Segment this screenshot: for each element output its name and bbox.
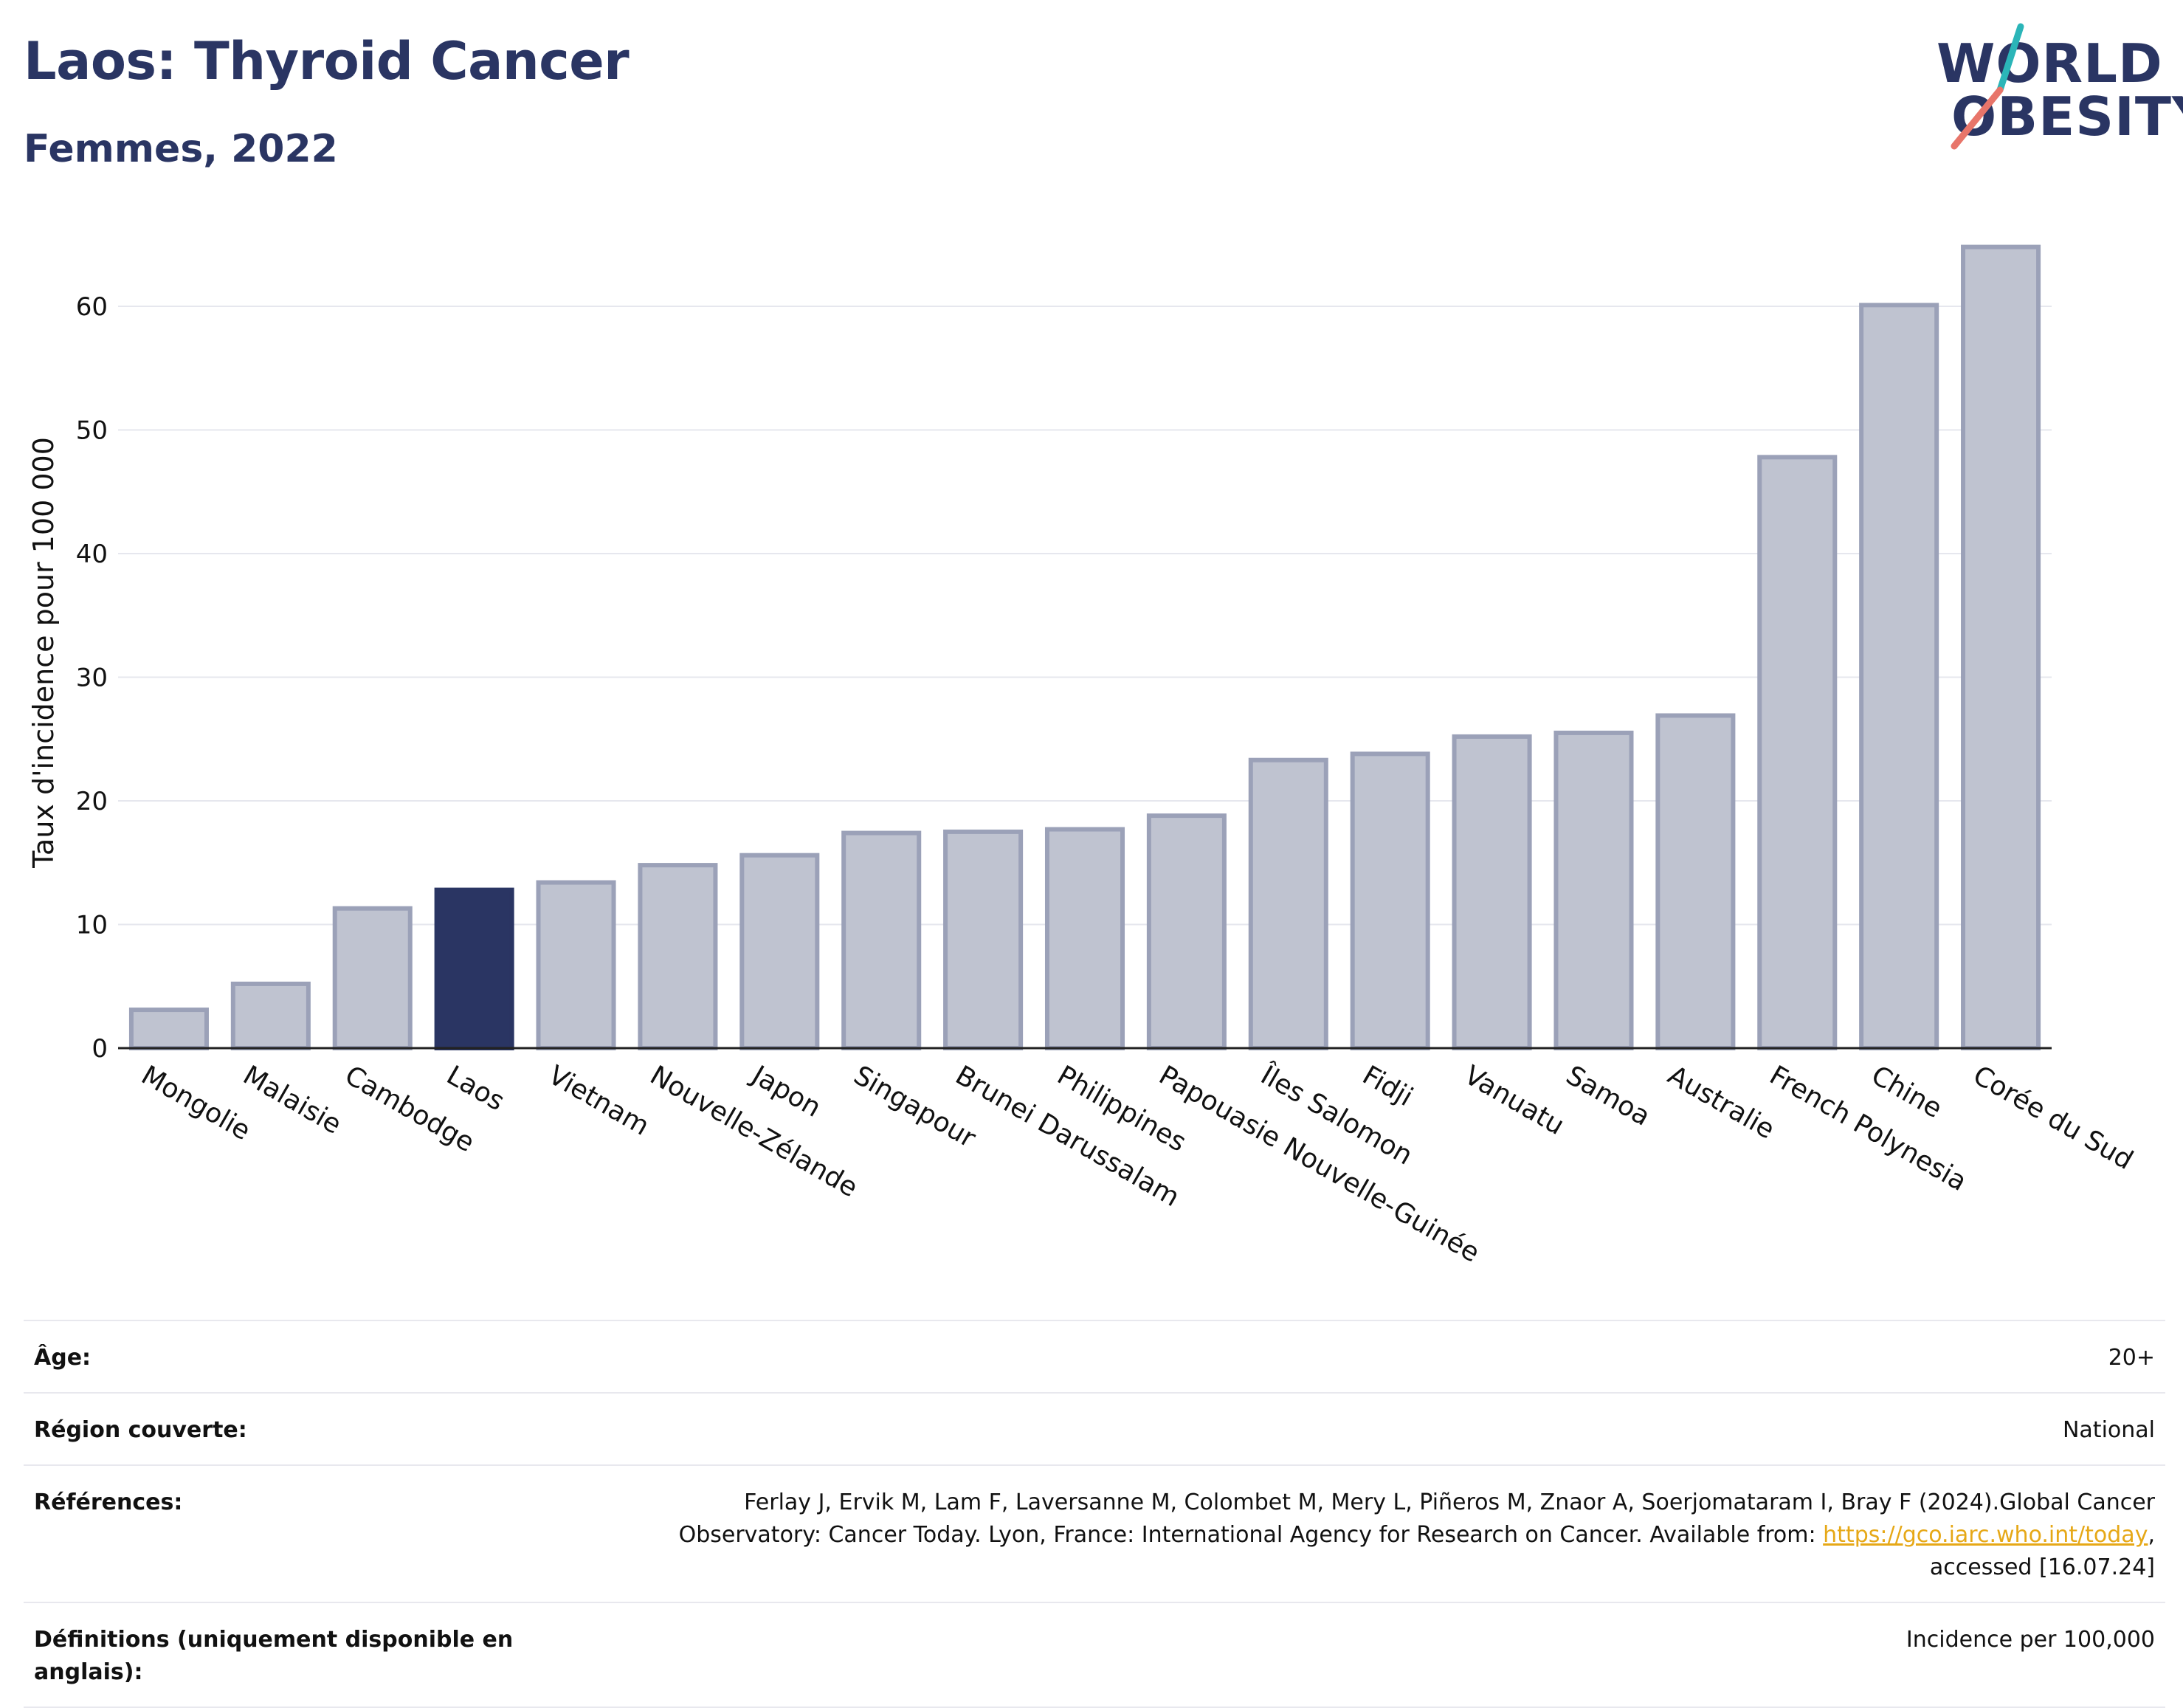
age-label: Âge: (34, 1345, 92, 1371)
x-tick-label: Corée du Sud (1968, 1060, 2139, 1176)
bar (943, 829, 1024, 1050)
definitions-value: Incidence per 100,000 (1906, 1627, 2155, 1653)
bar (1553, 730, 1634, 1050)
references-link[interactable]: https://gco.iarc.who.int/today (1823, 1522, 2148, 1548)
bar (332, 906, 413, 1050)
references-line2-end: , (2148, 1522, 2155, 1548)
y-axis-ticks: 0 10 20 30 40 50 60 (76, 292, 108, 1064)
x-tick-label: Samoa (1561, 1060, 1655, 1132)
x-tick-label: Australie (1663, 1060, 1779, 1145)
references-label: Références: (34, 1490, 183, 1515)
y-tick-label: 0 (92, 1034, 108, 1064)
y-tick-label: 20 (76, 787, 108, 816)
y-tick-label: 40 (76, 540, 108, 569)
x-tick-label: Mongolie (136, 1060, 255, 1146)
bar (1146, 813, 1227, 1050)
bar (1757, 455, 1838, 1051)
x-tick-label: Japon (745, 1059, 826, 1123)
info-row-age: Âge: 20+ (24, 1320, 2165, 1392)
info-row-definitions: Définitions (uniquement disponible en an… (24, 1602, 2165, 1708)
bar (230, 981, 311, 1051)
x-tick-label: Vietnam (543, 1060, 654, 1142)
x-tick-label: Chine (1866, 1060, 1948, 1124)
references-line2: Observatory: Cancer Today. Lyon, France:… (678, 1522, 1824, 1548)
bar (128, 1008, 209, 1050)
y-tick-label: 50 (76, 416, 108, 446)
bar (1859, 303, 1939, 1050)
bar (1248, 757, 1328, 1050)
y-tick-label: 60 (76, 292, 108, 322)
bar (841, 830, 922, 1050)
bar (1961, 244, 2041, 1051)
info-row-region: Région couverte: National (24, 1392, 2165, 1464)
bar (1655, 713, 1736, 1050)
page-subtitle: Femmes, 2022 (24, 127, 338, 171)
x-tick-label: Fidji (1357, 1060, 1418, 1112)
x-tick-label: Vanuatu (1459, 1060, 1569, 1141)
age-value: 20+ (2108, 1345, 2155, 1371)
bar (1452, 734, 1532, 1051)
logo-slash-icon (1951, 23, 2024, 150)
logo-line1: WORLD (1937, 32, 2163, 94)
bar (1044, 827, 1125, 1051)
bar (739, 853, 820, 1050)
bar (638, 863, 718, 1050)
info-table: Âge: 20+ Région couverte: National Référ… (24, 1320, 2165, 1708)
references-line1: Ferlay J, Ervik M, Lam F, Laversanne M, … (744, 1490, 2155, 1515)
references-line3: accessed [16.07.24] (1929, 1554, 2155, 1580)
world-obesity-logo: WORLD OBESITY (1919, 22, 2183, 155)
x-tick-label: Malaisie (238, 1060, 346, 1140)
y-axis-label: Taux d'incidence pour 100 000 (27, 437, 60, 869)
bar-highlight (434, 887, 514, 1050)
bar (1350, 751, 1430, 1050)
y-tick-label: 30 (76, 664, 108, 693)
x-tick-label: French Polynesia (1765, 1060, 1972, 1197)
definitions-label: Définitions (uniquement disponible en an… (34, 1627, 514, 1685)
y-tick-label: 10 (76, 911, 108, 940)
page-title: Laos: Thyroid Cancer (24, 31, 630, 92)
bar (536, 880, 616, 1050)
bars (128, 244, 2041, 1051)
region-value: National (2062, 1417, 2155, 1443)
x-tick-label: Laos (441, 1060, 509, 1117)
references-value: Ferlay J, Ervik M, Lam F, Laversanne M, … (679, 1487, 2155, 1584)
info-row-references: Références: Ferlay J, Ervik M, Lam F, La… (24, 1464, 2165, 1602)
region-label: Région couverte: (34, 1417, 247, 1443)
